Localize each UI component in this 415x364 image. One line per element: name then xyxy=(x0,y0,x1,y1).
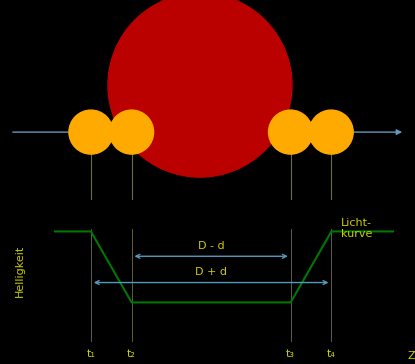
Text: Helligkeit: Helligkeit xyxy=(15,245,25,297)
Circle shape xyxy=(108,0,292,177)
Circle shape xyxy=(69,110,113,154)
Text: D + d: D + d xyxy=(195,267,227,277)
Text: t₁: t₁ xyxy=(86,349,95,359)
Circle shape xyxy=(309,110,353,154)
Text: t₂: t₂ xyxy=(127,349,136,359)
Text: Zeit: Zeit xyxy=(408,351,415,361)
Text: Licht-
kurve: Licht- kurve xyxy=(341,218,372,240)
Circle shape xyxy=(110,110,154,154)
Text: D - d: D - d xyxy=(198,241,225,250)
Text: t₃: t₃ xyxy=(286,349,295,359)
Circle shape xyxy=(269,110,312,154)
Text: t₄: t₄ xyxy=(327,349,336,359)
